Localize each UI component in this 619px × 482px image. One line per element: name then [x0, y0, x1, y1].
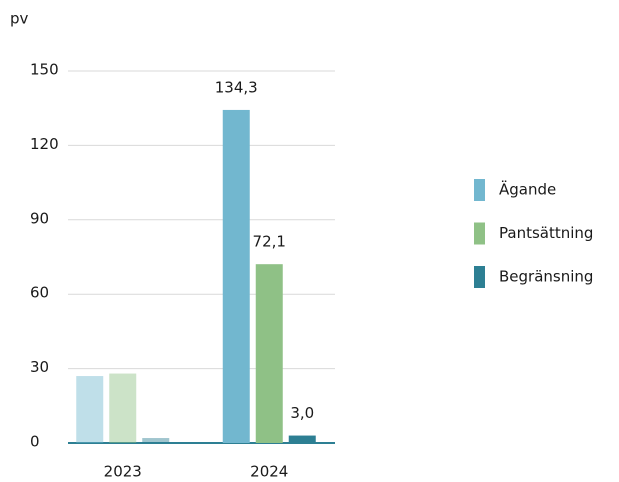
y-axis-label: pv [10, 10, 29, 28]
y-tick-label: 60 [30, 284, 49, 302]
bar [142, 438, 170, 443]
bar [288, 435, 316, 443]
legend-label: Begränsning [499, 268, 593, 286]
legend-swatch [474, 179, 485, 201]
legend-swatch [474, 222, 485, 245]
y-tick-label: 150 [30, 61, 59, 79]
legend-label: Ägande [499, 180, 556, 199]
y-tick-label: 30 [30, 358, 49, 376]
y-tick-label: 120 [30, 135, 59, 153]
data-label: 3,0 [290, 404, 314, 422]
bar [255, 264, 283, 443]
bar [109, 373, 137, 443]
legend-swatch [474, 266, 485, 288]
bar [222, 109, 250, 443]
x-tick-label: 2023 [104, 463, 142, 481]
y-tick-label: 90 [30, 209, 49, 227]
x-tick-label: 2024 [250, 463, 288, 481]
y-tick-label: 0 [30, 433, 40, 451]
data-label: 134,3 [215, 78, 258, 96]
data-label: 72,1 [253, 233, 286, 251]
bar [76, 376, 104, 443]
legend-label: Pantsättning [499, 224, 593, 242]
